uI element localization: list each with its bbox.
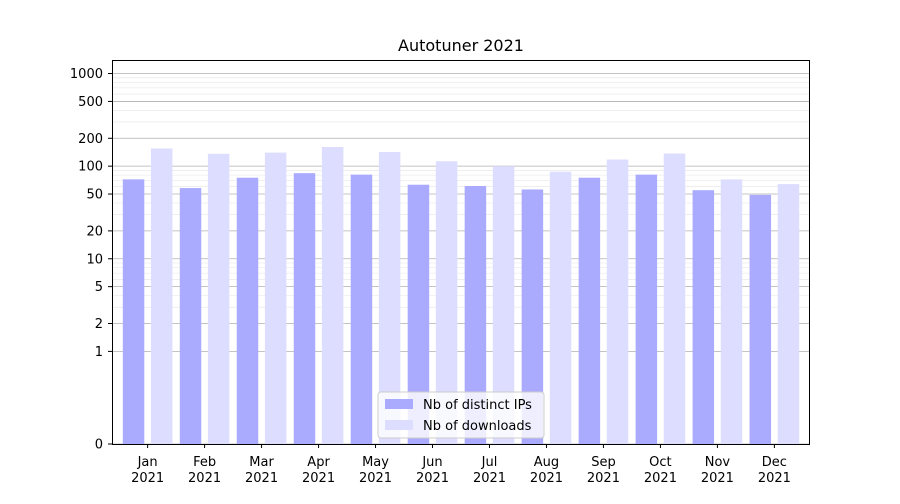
x-tick-label-jan: Jan 2021: [131, 455, 164, 486]
bar-nb-of-downloads-may: [378, 152, 401, 444]
y-tick-label-0: 0: [95, 438, 103, 453]
bar-nb-of-downloads-jan: [150, 148, 173, 445]
x-tick-label-jun: Jun 2021: [416, 455, 449, 486]
bar-nb-of-downloads-aug: [549, 171, 572, 444]
y-tick-label-5: 5: [95, 280, 103, 295]
bar-nb-of-downloads-apr: [321, 146, 344, 444]
bar-nb-of-downloads-jul: [492, 166, 515, 445]
bar-nb-of-distinct-ips-may: [350, 174, 373, 444]
x-tick-label-apr: Apr 2021: [302, 455, 335, 486]
axis-layer: Jan 2021 Feb 2021 Mar 2021 Apr 2021 May 2021 Jun 20…: [70, 67, 791, 486]
x-tick-label-jul: Jul 2021: [473, 455, 506, 486]
x-tick-label-aug: Aug 2021: [530, 455, 563, 486]
legend-label-nb-of-downloads: Nb of downloads: [423, 419, 532, 434]
legend: Nb of distinct IPs Nb of downloads: [377, 391, 545, 439]
plot-frame: [112, 60, 810, 445]
bar-nb-of-distinct-ips-jun: [407, 184, 430, 444]
y-tick-label-1: 1: [95, 345, 103, 360]
y-tick-label-2: 2: [95, 317, 103, 332]
bar-nb-of-distinct-ips-feb: [179, 188, 202, 444]
legend-swatch-nb-of-downloads: [385, 420, 413, 430]
x-tick-label-sep: Sep 2021: [587, 455, 620, 486]
bar-nb-of-downloads-oct: [663, 153, 686, 444]
bar-nb-of-distinct-ips-apr: [293, 173, 316, 444]
bar-nb-of-distinct-ips-oct: [635, 174, 658, 444]
bar-nb-of-downloads-feb: [207, 153, 230, 445]
y-tick-label-10: 10: [86, 252, 103, 267]
legend-box: [377, 391, 545, 439]
x-tick-label-may: May 2021: [359, 455, 392, 486]
y-tick-label-1000: 1000: [70, 67, 103, 82]
x-tick-label-oct: Oct 2021: [644, 455, 677, 486]
bar-nb-of-distinct-ips-aug: [521, 189, 544, 444]
x-tick-label-feb: Feb 2021: [188, 455, 221, 486]
legend-swatch-nb-of-distinct-ips: [385, 399, 413, 409]
bar-nb-of-distinct-ips-jan: [122, 179, 145, 444]
legend-label-nb-of-distinct-ips: Nb of distinct IPs: [423, 398, 532, 413]
y-tick-label-200: 200: [78, 132, 103, 147]
y-tick-label-500: 500: [78, 95, 103, 110]
x-tick-label-dec: Dec 2021: [758, 455, 791, 486]
bar-nb-of-distinct-ips-sep: [578, 177, 601, 444]
y-tick-label-20: 20: [86, 224, 103, 239]
bar-nb-of-distinct-ips-nov: [692, 190, 715, 444]
bar-nb-of-distinct-ips-dec: [749, 194, 772, 444]
bar-nb-of-distinct-ips-jul: [464, 186, 487, 444]
bar-nb-of-downloads-dec: [777, 184, 800, 444]
bar-nb-of-distinct-ips-mar: [236, 177, 259, 444]
y-tick-label-100: 100: [78, 160, 103, 175]
bar-nb-of-downloads-mar: [264, 152, 287, 445]
x-tick-label-mar: Mar 2021: [245, 455, 278, 486]
x-tick-label-nov: Nov 2021: [701, 455, 734, 486]
y-tick-label-50: 50: [86, 188, 103, 203]
bar-nb-of-downloads-sep: [606, 159, 629, 445]
bar-nb-of-downloads-nov: [720, 179, 743, 444]
chart-title: Autotuner 2021: [398, 36, 524, 55]
bar-layer: [122, 146, 800, 445]
bar-nb-of-downloads-jun: [435, 161, 458, 444]
